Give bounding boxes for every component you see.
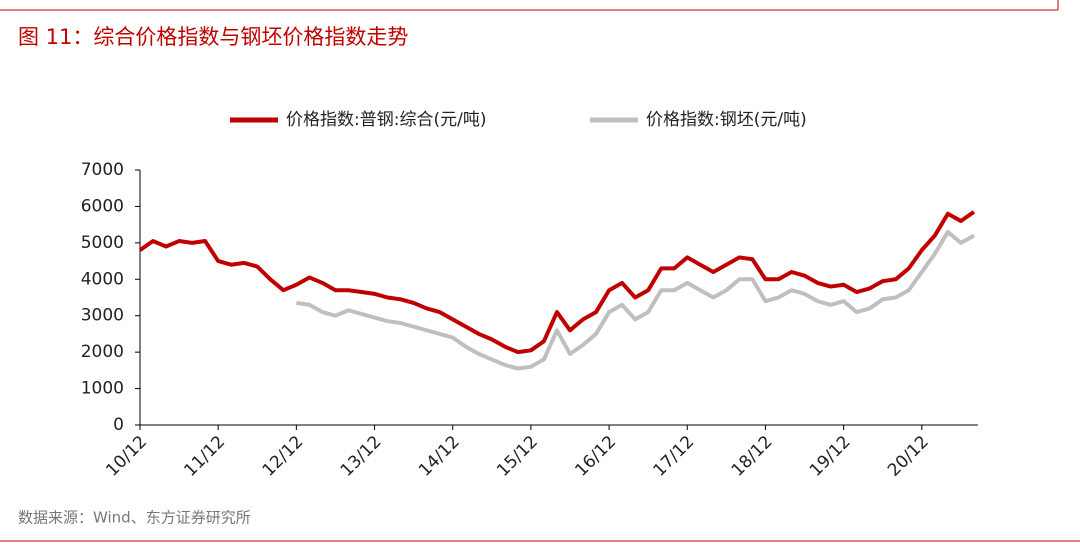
x-tick-label: 10/12 <box>102 432 151 481</box>
series-line <box>138 210 976 355</box>
series-line <box>296 229 975 371</box>
x-tick-label: 15/12 <box>493 432 542 481</box>
y-tick-label: 3000 <box>81 306 124 326</box>
x-tick-label: 12/12 <box>259 432 308 481</box>
x-tick-label: 19/12 <box>806 432 855 481</box>
y-tick-label: 6000 <box>81 196 124 216</box>
y-tick-label: 2000 <box>81 342 124 362</box>
x-tick-label: 13/12 <box>337 432 386 481</box>
legend-label: 价格指数:钢坯(元/吨) <box>646 110 807 130</box>
x-tick-label: 11/12 <box>180 432 229 481</box>
x-tick-label: 14/12 <box>415 432 464 481</box>
y-tick-label: 0 <box>113 415 124 435</box>
x-tick-label: 16/12 <box>571 432 620 481</box>
y-tick-label: 1000 <box>81 379 124 399</box>
source-note: 数据来源：Wind、东方证券研究所 <box>18 509 251 527</box>
y-tick-label: 5000 <box>81 233 124 253</box>
x-tick-label: 18/12 <box>728 432 777 481</box>
x-tick-label: 20/12 <box>884 432 933 481</box>
y-tick-label: 7000 <box>81 160 124 180</box>
x-tick-label: 17/12 <box>650 432 699 481</box>
y-tick-label: 4000 <box>81 269 124 289</box>
chart-title: 图 11：综合价格指数与钢坯价格指数走势 <box>18 25 408 49</box>
legend-label: 价格指数:普钢:综合(元/吨) <box>286 110 486 130</box>
